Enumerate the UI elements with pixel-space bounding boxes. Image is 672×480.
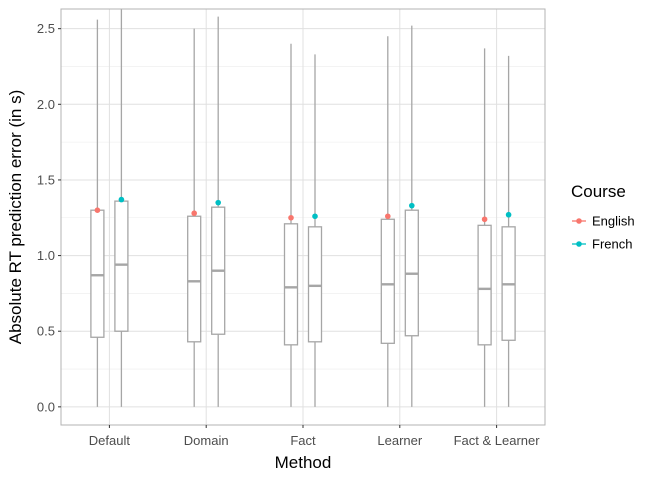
- legend-label: French: [592, 237, 632, 252]
- box-french-2: [211, 16, 226, 407]
- plot-panel: [60, 8, 546, 426]
- y-axis-title: Absolute RT prediction error (in s): [6, 90, 25, 344]
- legend-key-point: [576, 218, 582, 224]
- mean-point-french-3: [312, 213, 318, 220]
- x-axis-ticks: Default Domain Fact Learner Fact & Learner: [89, 425, 540, 448]
- major-gridlines: [61, 9, 545, 425]
- legend-key-point: [576, 241, 582, 247]
- mean-point-english-2: [191, 210, 197, 217]
- y-tick-label: 0.5: [37, 324, 55, 339]
- box-english-2: [187, 28, 202, 407]
- iqr-box: [114, 200, 129, 332]
- y-tick-label: 1.5: [37, 172, 55, 187]
- mean-point-french-4: [409, 202, 415, 209]
- x-axis-title: Method: [275, 453, 332, 472]
- y-tick-label: 0.0: [37, 399, 55, 414]
- x-tick-label: Fact & Learner: [454, 433, 541, 448]
- mean-point-english-3: [288, 214, 294, 221]
- box-french-4: [404, 25, 419, 407]
- x-tick-label: Fact: [290, 433, 316, 448]
- iqr-box: [187, 215, 202, 343]
- iqr-box: [90, 209, 105, 338]
- box-english-5: [477, 48, 492, 407]
- iqr-box: [307, 226, 323, 343]
- mean-point-english-5: [481, 216, 488, 223]
- mean-point-english-1: [94, 207, 101, 213]
- legend-items: English French: [572, 214, 635, 252]
- box-series: [90, 9, 516, 407]
- iqr-box: [477, 224, 492, 346]
- box-english-3: [283, 43, 299, 407]
- legend-title: Course: [571, 182, 626, 201]
- mean-point-english-4: [385, 213, 391, 220]
- x-tick-label: Learner: [377, 433, 422, 448]
- legend-item-english: English: [572, 214, 635, 229]
- mean-point-french-2: [215, 199, 221, 206]
- y-tick-label: 2.0: [37, 97, 55, 112]
- mean-point-french-1: [118, 196, 125, 203]
- mean-points: [94, 196, 512, 223]
- box-english-4: [380, 36, 395, 407]
- iqr-box: [380, 218, 395, 344]
- x-tick-label: Domain: [184, 433, 229, 448]
- mean-point-french-5: [505, 211, 512, 218]
- y-tick-label: 2.5: [37, 21, 55, 36]
- box-english-1: [90, 19, 105, 407]
- box-french-3: [307, 54, 323, 407]
- legend-item-french: French: [572, 237, 632, 252]
- legend-label: English: [592, 214, 635, 229]
- legend: Course English French: [571, 182, 635, 252]
- x-tick-label: Default: [89, 433, 131, 448]
- iqr-box: [283, 223, 299, 346]
- y-tick-label: 1.0: [37, 248, 55, 263]
- y-axis-ticks: 0.0 0.5 1.0 1.5 2.0 2.5: [37, 21, 61, 414]
- box-french-5: [501, 55, 516, 407]
